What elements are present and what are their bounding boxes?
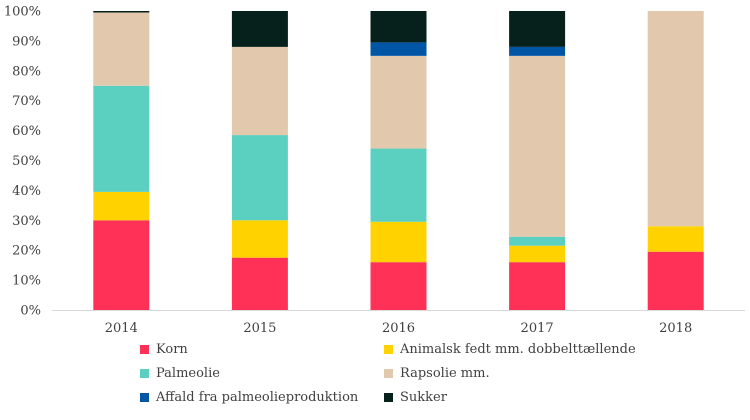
legend-label: Sukker — [400, 389, 447, 405]
bar-segment-2017-palmeolie — [509, 236, 566, 246]
y-axis-ticks: 0% 10% 20% 30% 40% 50% 60% 70% 80% 90% 100% — [4, 5, 41, 319]
bar-segment-2018-rapsolie-mm- — [647, 11, 704, 227]
bar-segment-2016-affald-fra-palmeolieproduktion — [370, 42, 427, 56]
legend-swatch — [140, 392, 149, 402]
y-tick-label: 30% — [12, 214, 41, 229]
bar-segment-2014-korn — [93, 220, 150, 310]
legend-item: Rapsolie mm. — [384, 365, 490, 381]
legend-item: Korn — [140, 341, 188, 357]
legend-swatch — [384, 368, 393, 378]
y-tick-label: 10% — [12, 274, 41, 289]
legend-swatch — [384, 392, 393, 402]
y-tick-label: 90% — [12, 34, 41, 49]
bar-segment-2015-rapsolie-mm- — [231, 46, 288, 136]
legend-item: Affald fra palmeolieproduktion — [140, 389, 358, 405]
y-tick-label: 100% — [4, 5, 41, 20]
y-tick-label: 60% — [12, 124, 41, 139]
bar-segment-2015-korn — [231, 257, 288, 310]
legend-label: Affald fra palmeolieproduktion — [156, 389, 359, 405]
y-tick-label: 0% — [20, 304, 41, 319]
legend-swatch — [140, 344, 149, 354]
y-tick-label: 80% — [12, 64, 41, 79]
bar-segment-2018-animalsk-fedt-mm-dobbeltt-llende — [647, 226, 704, 252]
bar-segment-2016-sukker — [370, 11, 427, 43]
legend-swatch — [140, 368, 149, 378]
bar-segment-2014-animalsk-fedt-mm-dobbeltt-llende — [93, 191, 150, 221]
legend-label: Korn — [156, 341, 188, 357]
x-tick-label: 2016 — [382, 321, 415, 336]
bar-segment-2016-rapsolie-mm- — [370, 55, 427, 149]
bar-stacks — [93, 11, 704, 310]
bar-segment-2014-sukker — [93, 11, 150, 13]
legend-item: Palmeolie — [140, 365, 220, 381]
y-tick-label: 70% — [12, 94, 41, 109]
bar-segment-2017-sukker — [509, 11, 566, 47]
legend-label: Palmeolie — [156, 365, 220, 381]
bar-segment-2017-animalsk-fedt-mm-dobbeltt-llende — [509, 245, 566, 263]
y-tick-label: 50% — [12, 154, 41, 169]
bar-segment-2018-korn — [647, 251, 704, 310]
bar-segment-2016-animalsk-fedt-mm-dobbeltt-llende — [370, 221, 427, 263]
y-tick-label: 40% — [12, 184, 41, 199]
bar-segment-2014-palmeolie — [93, 85, 150, 192]
legend-item: Animalsk fedt mm. dobbelttællende — [384, 341, 636, 357]
bar-segment-2017-rapsolie-mm- — [509, 55, 566, 237]
bar-segment-2015-animalsk-fedt-mm-dobbeltt-llende — [231, 220, 288, 258]
legend-swatch — [384, 344, 393, 354]
bar-segment-2017-korn — [509, 262, 566, 310]
bar-segment-2015-sukker — [231, 11, 288, 47]
x-tick-label: 2018 — [659, 321, 692, 336]
bar-segment-2016-korn — [370, 262, 427, 310]
x-tick-label: 2015 — [243, 321, 276, 336]
legend-item: Sukker — [384, 389, 447, 405]
bar-segment-2017-affald-fra-palmeolieproduktion — [509, 46, 566, 56]
x-axis-ticks: 2014 2015 2016 2017 2018 — [105, 321, 692, 336]
y-tick-label: 20% — [12, 244, 41, 259]
x-tick-label: 2017 — [521, 321, 554, 336]
x-tick-label: 2014 — [105, 321, 138, 336]
bar-segment-2014-rapsolie-mm- — [93, 12, 150, 86]
bar-segment-2015-palmeolie — [231, 135, 288, 221]
legend-label: Rapsolie mm. — [400, 365, 490, 381]
bar-segment-2016-palmeolie — [370, 148, 427, 222]
legend-label: Animalsk fedt mm. dobbelttællende — [400, 341, 636, 357]
